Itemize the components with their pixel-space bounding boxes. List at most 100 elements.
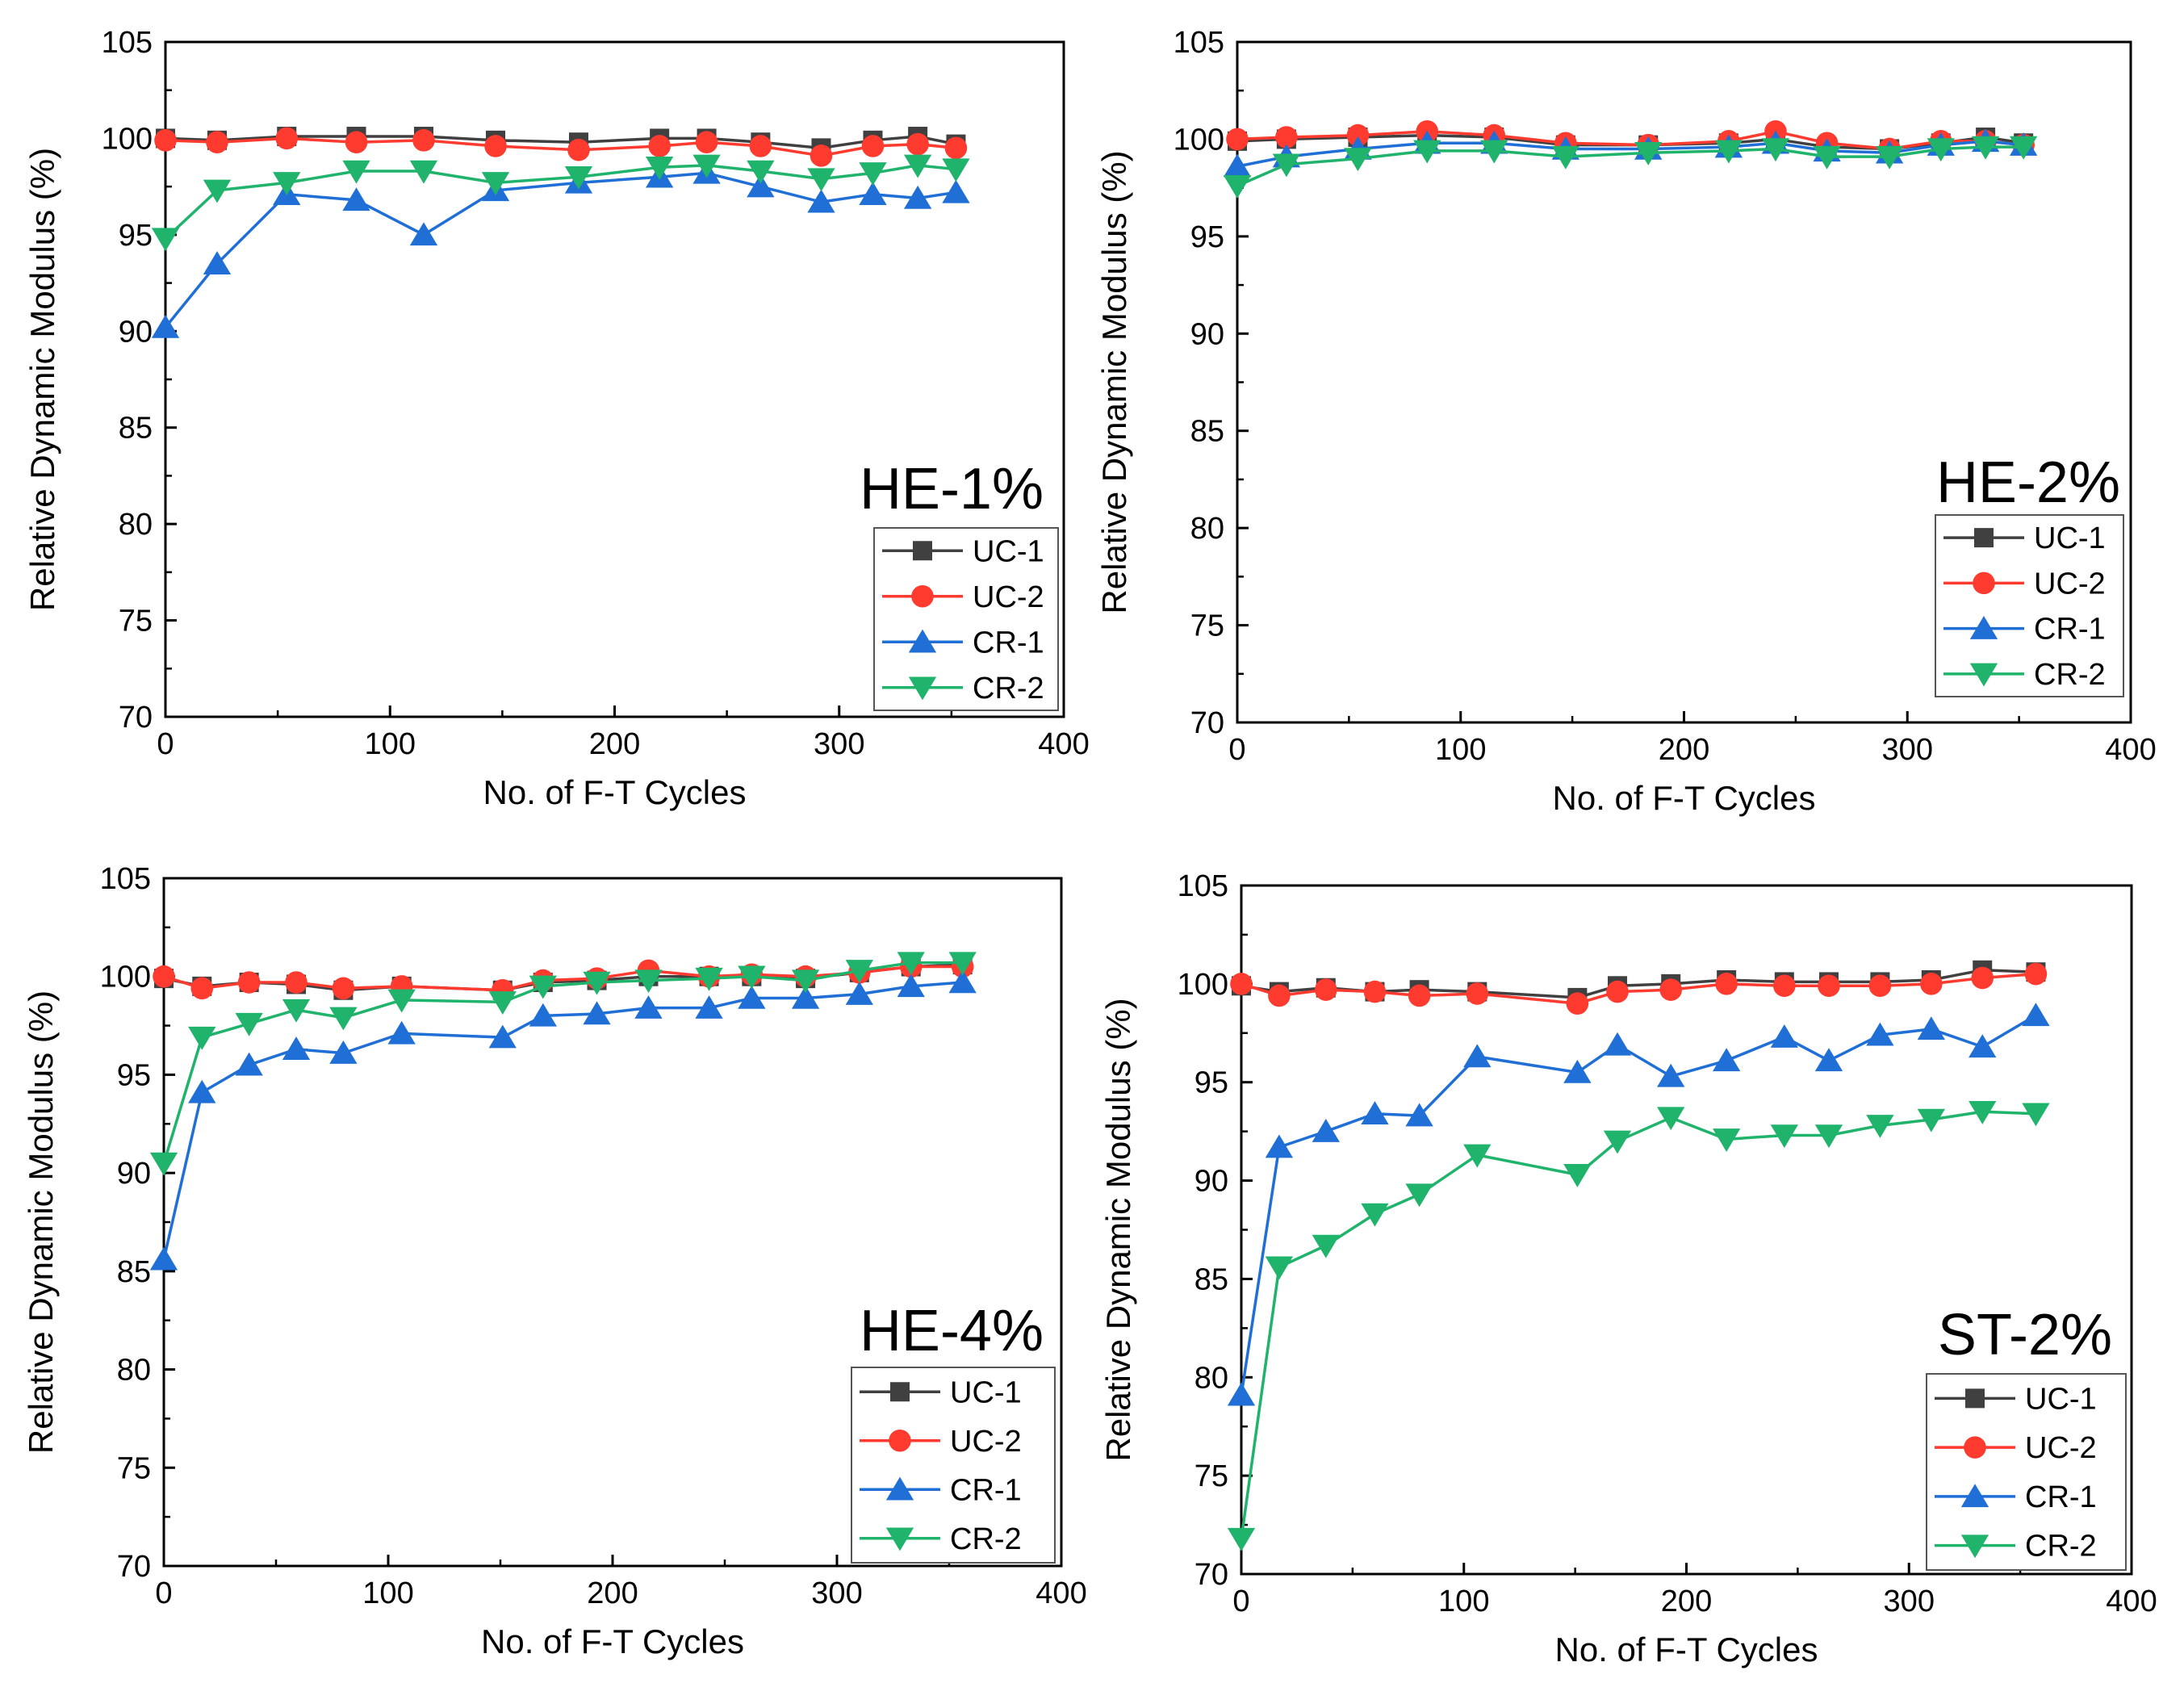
data-point (738, 985, 766, 1009)
legend-marker (1973, 571, 1995, 595)
legend-box (1926, 1373, 2127, 1571)
data-point (903, 154, 932, 178)
data-point (1563, 1164, 1592, 1187)
data-point (275, 127, 299, 150)
data-point (203, 179, 232, 203)
data-point (488, 991, 517, 1015)
data-point (285, 971, 308, 994)
y-tick-label: 70 (1190, 706, 1224, 740)
data-point (409, 222, 438, 246)
data-point (149, 1246, 178, 1271)
y-tick-label: 100 (100, 961, 151, 994)
series-line (164, 171, 956, 329)
data-point (1814, 1124, 1843, 1149)
data-point (1770, 1024, 1798, 1048)
data-point (583, 1001, 611, 1025)
x-tick-label: 100 (362, 1576, 413, 1610)
data-point (1868, 974, 1892, 998)
data-point (1413, 140, 1441, 164)
chart-panel-2: 70 75 80 85 90 95 100 105 0 100 200 300 400 No. of F-… (1095, 26, 2157, 817)
data-point (154, 129, 177, 152)
x-tick-label: 100 (365, 727, 416, 761)
data-point (1606, 980, 1629, 1003)
data-point (1917, 1108, 1945, 1133)
legend-label: UC-2 (2025, 1431, 2097, 1465)
data-point (1971, 136, 2000, 160)
data-point (1563, 1059, 1592, 1083)
y-tick-label: 100 (1174, 123, 1224, 157)
y-axis-title: Relative Dynamic Modulus (%) (22, 990, 60, 1454)
data-point (2022, 1103, 2050, 1127)
x-tick-label: 0 (1232, 1585, 1249, 1618)
y-tick-label: 90 (1195, 1165, 1228, 1199)
data-point (749, 135, 772, 157)
series-CR-1 (1227, 1003, 2050, 1406)
data-point (1361, 1203, 1389, 1227)
y-tick-label: 95 (119, 219, 153, 253)
data-point (488, 1024, 517, 1049)
data-point (1223, 153, 1252, 178)
data-point (1712, 1128, 1741, 1152)
data-point (567, 138, 590, 161)
series-CR-2 (1223, 136, 2038, 199)
legend-label: UC-1 (2034, 521, 2106, 555)
x-tick-label: 200 (587, 1576, 638, 1610)
legend-marker (889, 1429, 911, 1452)
data-point (645, 156, 674, 180)
legend: UC-1 UC-2 CR-1 CR-2 (1926, 1373, 2127, 1571)
y-tick-label: 80 (1195, 1361, 1228, 1395)
x-tick-label: 300 (811, 1576, 862, 1610)
data-point (845, 982, 873, 1005)
legend-box (851, 1367, 1056, 1564)
data-point (1971, 966, 1994, 990)
data-point (903, 185, 932, 209)
legend-marker (1969, 663, 1998, 687)
data-point (151, 228, 180, 252)
data-point (273, 172, 301, 195)
data-point (791, 985, 820, 1009)
x-tick-label: 300 (814, 727, 864, 761)
chart-panel-3: 70 75 80 85 90 95 100 105 0 100 200 300 400 No. of F-… (22, 862, 1087, 1660)
series-line (1240, 1110, 2036, 1539)
data-point (1405, 1183, 1433, 1208)
legend-marker (908, 629, 937, 653)
data-point (1770, 1124, 1798, 1149)
x-tick-label: 0 (1228, 733, 1245, 767)
legend-label: UC-2 (2034, 567, 2106, 601)
legend-marker (1965, 1388, 1985, 1409)
data-point (747, 174, 775, 198)
series-line (163, 965, 963, 992)
x-tick-label: 400 (2105, 733, 2156, 767)
data-point (1223, 174, 1252, 199)
data-point (1715, 973, 1738, 995)
x-tick-label: 400 (2106, 1585, 2157, 1618)
data-point (1361, 1101, 1389, 1124)
data-point (1917, 1016, 1945, 1040)
data-point (1226, 128, 1249, 151)
series-CR-2 (1227, 1101, 2050, 1551)
data-point (906, 132, 929, 156)
y-tick-label: 90 (119, 315, 153, 349)
data-point (859, 182, 887, 205)
x-tick-label: 300 (1882, 733, 1933, 767)
data-point (1866, 1022, 1894, 1046)
y-tick-label: 70 (117, 1550, 151, 1584)
data-point (859, 162, 887, 186)
data-point (481, 172, 510, 195)
data-point (1773, 974, 1796, 998)
data-point (1405, 1103, 1433, 1127)
legend-label: UC-1 (973, 534, 1044, 568)
data-point (1969, 1101, 1997, 1124)
data-point (738, 965, 766, 990)
y-axis-title: Relative Dynamic Modulus (%) (1095, 150, 1133, 613)
data-point (1463, 1144, 1492, 1168)
data-point (1603, 1032, 1632, 1056)
data-point (692, 154, 721, 178)
data-point (153, 965, 175, 988)
legend-label: CR-1 (950, 1473, 1022, 1507)
legend-label: UC-2 (973, 580, 1044, 614)
legend-label: CR-2 (2025, 1530, 2097, 1564)
data-point (1920, 973, 1943, 995)
data-point (1712, 1048, 1741, 1072)
data-point (203, 251, 232, 274)
